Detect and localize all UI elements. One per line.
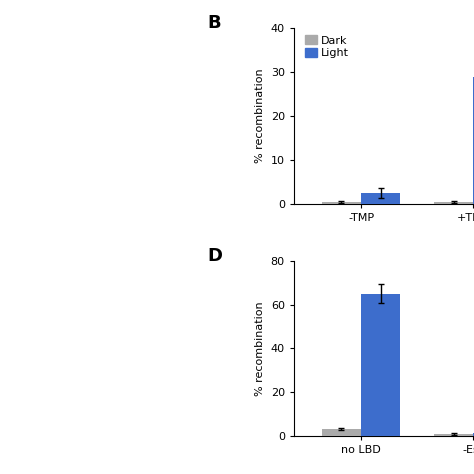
Bar [434, 202, 473, 204]
Bar [361, 193, 401, 204]
Bar [361, 293, 401, 436]
Legend: Dark, Light: Dark, Light [304, 34, 350, 59]
Bar [473, 77, 474, 204]
Text: D: D [208, 246, 223, 264]
Bar [473, 433, 474, 436]
Bar [322, 202, 361, 204]
Bar [434, 434, 473, 436]
Y-axis label: % recombination: % recombination [255, 301, 265, 396]
Text: B: B [208, 14, 221, 32]
Bar [322, 429, 361, 436]
Y-axis label: % recombination: % recombination [255, 69, 265, 164]
